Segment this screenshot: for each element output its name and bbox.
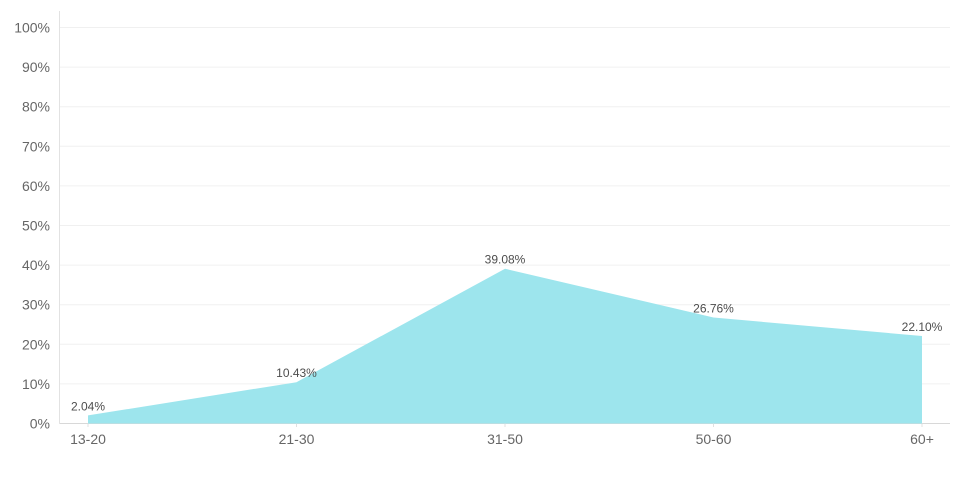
data-label: 10.43% [276,366,317,380]
x-axis-tick-label: 21-30 [279,431,315,447]
data-label: 26.76% [693,302,734,316]
y-axis-tick-label: 50% [22,218,50,234]
y-axis-tick-label: 20% [22,336,50,352]
y-axis-tick-label: 40% [22,257,50,273]
y-axis-tick-label: 100% [14,20,50,36]
data-label: 2.04% [71,399,105,413]
y-axis-tick-label: 90% [22,59,50,75]
data-label: 22.10% [902,320,943,334]
y-axis-tick-label: 10% [22,376,50,392]
x-axis-tick-label: 60+ [910,431,934,447]
x-axis-tick-label: 50-60 [696,431,732,447]
y-axis-tick-label: 70% [22,138,50,154]
x-axis-tick-label: 13-20 [70,431,106,447]
y-axis-tick-label: 30% [22,297,50,313]
data-label: 39.08% [485,253,526,267]
area-series [88,268,922,424]
y-axis-tick-label: 60% [22,178,50,194]
y-axis-tick-label: 0% [30,416,50,432]
x-axis-tick-label: 31-50 [487,431,523,447]
y-axis-tick-label: 80% [22,99,50,115]
